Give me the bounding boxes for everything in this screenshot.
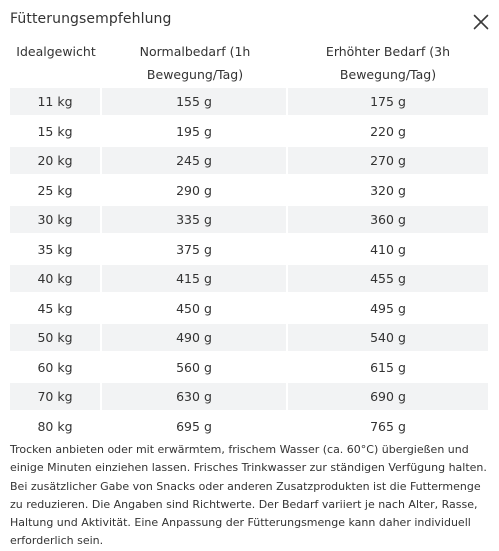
cell-normal: 415 g (102, 265, 286, 293)
cell-weight: 45 kg (37, 300, 73, 316)
cell-weight: 70 kg (10, 383, 100, 411)
header-erhoehter-bedarf: Erhöhter Bedarf (3h Bewegung/Tag) (288, 40, 488, 86)
header-normalbedarf: Normalbedarf (1h Bewegung/Tag) (102, 40, 288, 86)
cell-weight: 25 kg (37, 182, 73, 198)
table-body: 11 kg 155 g 175 g 15 kg 195 g 220 g 20 k… (10, 87, 488, 441)
cell-normal: 245 g (102, 147, 286, 175)
header-idealgewicht: Idealgewicht (10, 40, 102, 86)
cell-high: 320 g (370, 182, 406, 198)
table-row: 45 kg 450 g 495 g (10, 294, 488, 324)
cell-normal: 695 g (176, 418, 212, 434)
cell-high: 690 g (288, 383, 488, 411)
cell-weight: 20 kg (10, 147, 100, 175)
cell-normal: 195 g (176, 123, 212, 139)
table-row: 60 kg 560 g 615 g (10, 353, 488, 383)
cell-normal: 560 g (176, 359, 212, 375)
feeding-note: Trocken anbieten oder mit erwärmtem, fri… (10, 443, 487, 548)
table-row: 11 kg 155 g 175 g (10, 87, 488, 117)
cell-normal: 335 g (102, 206, 286, 234)
cell-normal: 290 g (176, 182, 212, 198)
table-row: 40 kg 415 g 455 g (10, 264, 488, 294)
cell-high: 410 g (370, 241, 406, 257)
table-header: Idealgewicht Normalbedarf (1h Bewegung/T… (10, 40, 488, 86)
cell-normal: 375 g (176, 241, 212, 257)
cell-high: 540 g (288, 324, 488, 352)
cell-normal: 155 g (102, 88, 286, 116)
cell-high: 615 g (370, 359, 406, 375)
cell-high: 220 g (370, 123, 406, 139)
cell-weight: 30 kg (10, 206, 100, 234)
cell-high: 495 g (370, 300, 406, 316)
table-row: 35 kg 375 g 410 g (10, 235, 488, 265)
table-row: 70 kg 630 g 690 g (10, 382, 488, 412)
cell-high: 270 g (288, 147, 488, 175)
cell-weight: 80 kg (37, 418, 73, 434)
header-line: Erhöhter Bedarf (3h (325, 44, 451, 59)
table-row: 25 kg 290 g 320 g (10, 176, 488, 206)
header-line: Bewegung/Tag) (339, 67, 437, 82)
table-row: 80 kg 695 g 765 g (10, 412, 488, 442)
table-row: 30 kg 335 g 360 g (10, 205, 488, 235)
dialog-title: Fütterungsempfehlung (10, 11, 172, 27)
cell-weight: 60 kg (37, 359, 73, 375)
cell-weight: 50 kg (10, 324, 100, 352)
cell-weight: 35 kg (37, 241, 73, 257)
cell-normal: 450 g (176, 300, 212, 316)
cell-normal: 630 g (102, 383, 286, 411)
cell-high: 455 g (288, 265, 488, 293)
cell-weight: 11 kg (10, 88, 100, 116)
cell-weight: 40 kg (10, 265, 100, 293)
cell-high: 360 g (288, 206, 488, 234)
close-icon[interactable] (473, 14, 489, 30)
table-row: 20 kg 245 g 270 g (10, 146, 488, 176)
header-line: Idealgewicht (16, 44, 96, 59)
cell-normal: 490 g (102, 324, 286, 352)
cell-high: 175 g (288, 88, 488, 116)
table-row: 15 kg 195 g 220 g (10, 117, 488, 147)
table-row: 50 kg 490 g 540 g (10, 323, 488, 353)
cell-weight: 15 kg (37, 123, 73, 139)
feeding-table: Idealgewicht Normalbedarf (1h Bewegung/T… (10, 40, 488, 434)
header-line: Bewegung/Tag) (146, 67, 244, 82)
cell-high: 765 g (370, 418, 406, 434)
header-line: Normalbedarf (1h (139, 44, 251, 59)
